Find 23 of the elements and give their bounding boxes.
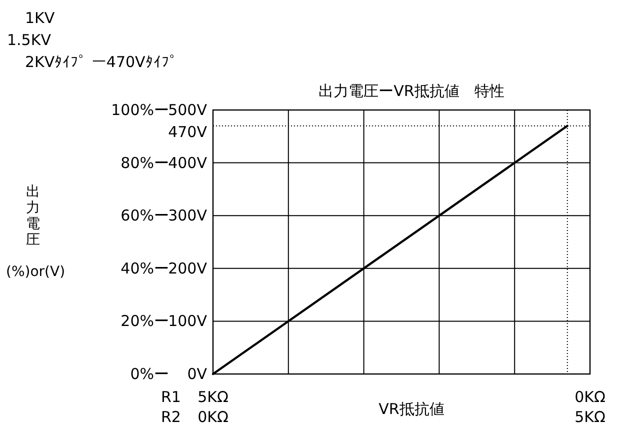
x2-tick-label: 0KΩ [574,388,606,406]
y2-tick-label: 300V [168,206,208,225]
y2-tick-label: 200V [168,259,208,278]
y-tick-label: 20%ー [120,312,169,330]
y2-tick-label: 0V [187,365,208,383]
y2-tick-label: 100V [168,312,208,330]
chart-title: 出力電圧ーVR抵抗値 特性 [318,82,504,100]
text: R1 [161,388,181,406]
y2-tick-label: 500V [168,101,208,119]
y-tick-label: 80%ー [120,154,169,172]
y-tick-label: 100%ー [111,101,169,119]
x2-tick-label: 5KΩ [198,388,228,406]
x-axis-title: VR抵抗値 [378,400,444,418]
text: R2 [161,408,181,426]
y2-tick-label: 400V [168,154,208,172]
y-axis-title: 出力電圧 (%)or(V) [6,184,66,280]
text: 2KVﾀｲﾌﾟ ー470Vﾀｲﾌﾟ [25,53,178,71]
y-tick-label: 40%ー [120,259,169,278]
y-tick-label: 60%ー [120,206,169,225]
ref-line-label: 470V [168,122,208,141]
text: 1KV [25,9,56,27]
text: 1.5KV [7,31,52,49]
y-tick-label: 0%ー [130,365,169,383]
